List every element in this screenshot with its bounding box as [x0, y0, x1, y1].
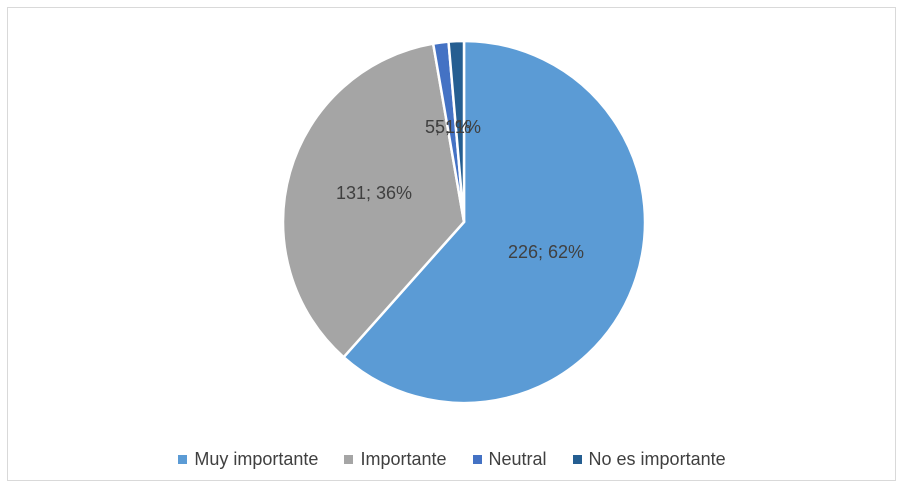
legend-swatch-no-es-importante — [572, 454, 582, 464]
legend-item-no-es-importante: No es importante — [572, 448, 726, 470]
data-label-muy-importante: 226; 62% — [508, 242, 584, 262]
legend-label: Neutral — [488, 448, 547, 469]
legend-swatch-muy-importante — [178, 454, 188, 464]
legend-item-muy-importante: Muy importante — [178, 449, 318, 470]
data-label-importante: 131; 36% — [336, 183, 412, 203]
pie-slice-no-es-importante — [447, 39, 466, 224]
pie-slice-muy-importante — [342, 39, 647, 405]
pie-slice-importante — [281, 42, 466, 359]
legend-label: No es importante — [588, 448, 726, 469]
legend: Muy importante Importante Neutral No es … — [0, 447, 904, 471]
legend-label: Importante — [360, 448, 447, 469]
legend-swatch-neutral — [472, 454, 482, 464]
legend-swatch-importante — [344, 454, 354, 464]
legend-item-importante: Importante — [344, 448, 447, 470]
data-label-neutral: 5; 1% — [425, 117, 471, 137]
legend-item-neutral: Neutral — [472, 448, 547, 470]
data-label-no-es-importante: 5; 1% — [435, 117, 481, 137]
legend-label: Muy importante — [194, 448, 319, 469]
